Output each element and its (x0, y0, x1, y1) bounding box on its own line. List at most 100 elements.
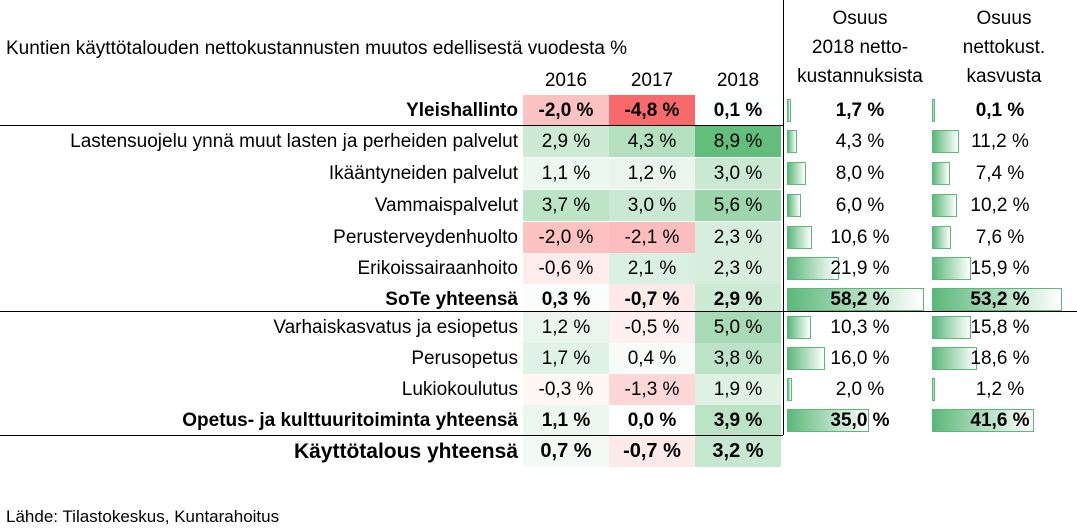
share-cost-value: 6,0 % (835, 195, 885, 216)
value-cell-2018: 3,8 % (695, 343, 781, 374)
share-growth-bar (932, 409, 1034, 432)
value-cell-2017: -0,5 % (609, 312, 695, 343)
share-cost-value: 58,2 % (830, 289, 890, 310)
share-growth-value: 7,4 % (975, 163, 1025, 184)
row-label: Erikoissairaanhoito (357, 258, 518, 279)
row-label: Varhaiskasvatus ja esiopetus (273, 317, 518, 338)
divider-after-yleishallinto (0, 125, 783, 126)
share-cost-bar (787, 257, 839, 280)
share-growth-bar (932, 378, 935, 401)
share-cost-bar (787, 130, 798, 153)
share-cost-header-line2: 2018 netto- (811, 37, 909, 58)
share-growth-bar (932, 226, 951, 249)
value-cell-2017: 4,3 % (609, 126, 695, 157)
share-cost-bar (787, 99, 791, 122)
value-cell-2018: 5,0 % (695, 312, 781, 343)
value-cell-2017: 2,1 % (609, 253, 695, 284)
share-growth-bar (932, 194, 957, 217)
row-label: Yleishallinto (406, 100, 518, 121)
divider-after-sote (0, 311, 1077, 312)
row-label: SoTe yhteensä (385, 289, 518, 310)
share-cost-value: 8,0 % (835, 163, 885, 184)
share-cost-bar (787, 162, 806, 185)
value-cell-2018: 0,1 % (695, 95, 781, 125)
value-cell-2016: -2,0 % (523, 95, 609, 125)
share-cost-header-line3: kustannuksista (797, 66, 923, 87)
value-cell-2017: 0,4 % (609, 343, 695, 374)
row-label: Opetus- ja kulttuuritoiminta yhteensä (182, 410, 518, 431)
value-cell-2017: 1,2 % (609, 158, 695, 189)
share-cost-bar (787, 316, 812, 339)
share-cost-bar (787, 194, 802, 217)
share-growth-value: 18,6 % (970, 348, 1030, 369)
value-cell-2017: -0,7 % (609, 284, 695, 315)
share-growth-header-line2: nettokust. (962, 37, 1046, 58)
share-cost-bar (787, 288, 924, 311)
share-growth-value: 15,8 % (970, 317, 1030, 338)
value-cell-2016: -0,6 % (523, 253, 609, 284)
table-title: Kuntien käyttötalouden nettokustannusten… (6, 38, 628, 59)
source-note: Lähde: Tilastokeskus, Kuntarahoitus (6, 507, 280, 526)
share-cost-value: 1,7 % (835, 100, 885, 121)
year-header-2017: 2017 (630, 70, 674, 91)
value-cell-2016: 2,9 % (523, 126, 609, 157)
year-header-2018: 2018 (716, 70, 760, 91)
value-cell-2017: -2,1 % (609, 222, 695, 253)
share-growth-bar (932, 162, 951, 185)
row-label: Perusopetus (411, 348, 518, 369)
share-cost-value: 4,3 % (835, 131, 885, 152)
value-cell-2016: -0,3 % (523, 374, 609, 405)
share-cost-value: 2,0 % (835, 379, 885, 400)
share-growth-bar (932, 316, 971, 339)
share-growth-value: 11,2 % (971, 131, 1029, 152)
section-divider-vertical (783, 0, 784, 435)
share-cost-bar (787, 226, 812, 249)
value-cell-2016: 1,1 % (523, 405, 609, 436)
value-cell-2016: 3,7 % (523, 190, 609, 221)
row-label: Käyttötalous yhteensä (293, 440, 518, 463)
share-growth-value: 10,2 % (970, 195, 1030, 216)
share-growth-value: 0,1 % (975, 100, 1025, 121)
share-cost-value: 16,0 % (830, 348, 890, 369)
value-cell-2017: 0,0 % (609, 405, 695, 436)
value-cell-2016: 0,7 % (523, 436, 609, 467)
share-cost-header-line1: Osuus (832, 8, 888, 29)
value-cell-2018: 2,3 % (695, 222, 781, 253)
share-growth-value: 1,2 % (975, 379, 1025, 400)
share-growth-bar (932, 130, 960, 153)
share-growth-value: 41,6 % (970, 410, 1030, 431)
share-growth-bar (932, 257, 971, 280)
share-cost-bar (787, 378, 792, 401)
row-label: Ikääntyneiden palvelut (328, 163, 518, 184)
share-growth-bar (932, 347, 978, 370)
share-growth-header-line1: Osuus (976, 8, 1032, 29)
value-cell-2016: -2,0 % (523, 222, 609, 253)
row-label: Lukiokoulutus (401, 379, 518, 400)
share-growth-header-line3: kasvusta (966, 66, 1042, 87)
value-cell-2017: -4,8 % (609, 95, 695, 125)
share-cost-bar (787, 347, 825, 370)
share-growth-value: 53,2 % (970, 289, 1030, 310)
value-cell-2016: 1,7 % (523, 343, 609, 374)
share-growth-value: 15,9 % (970, 258, 1030, 279)
share-growth-bar (932, 99, 935, 122)
value-cell-2016: 1,1 % (523, 158, 609, 189)
row-label: Vammaispalvelut (374, 195, 518, 216)
value-cell-2016: 0,3 % (523, 284, 609, 315)
value-cell-2018: 3,9 % (695, 405, 781, 436)
value-cell-2018: 2,9 % (695, 284, 781, 315)
value-cell-2017: 3,0 % (609, 190, 695, 221)
year-header-2016: 2016 (544, 70, 588, 91)
share-cost-value: 10,6 % (830, 227, 890, 248)
value-cell-2018: 5,6 % (695, 190, 781, 221)
value-cell-2018: 1,9 % (695, 374, 781, 405)
value-cell-2018: 3,0 % (695, 158, 781, 189)
share-cost-value: 35,0 % (830, 410, 890, 431)
share-cost-bar (787, 409, 870, 432)
value-cell-2018: 2,3 % (695, 253, 781, 284)
share-growth-bar (932, 288, 1062, 311)
value-cell-2018: 8,9 % (695, 126, 781, 157)
row-label: Perusterveydenhuolto (333, 227, 518, 248)
value-cell-2016: 1,2 % (523, 312, 609, 343)
